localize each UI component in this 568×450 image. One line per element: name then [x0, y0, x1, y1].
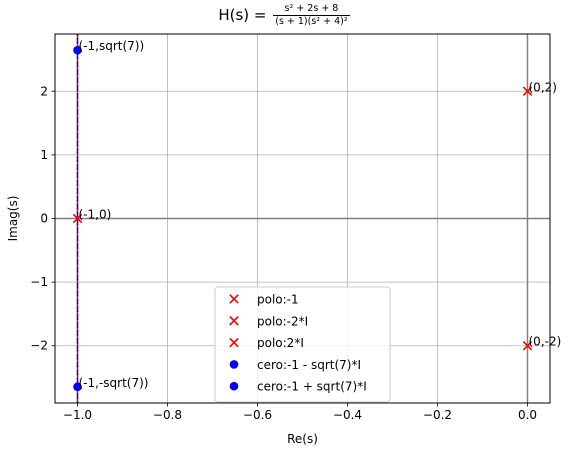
- legend-pole-symbol: [229, 316, 239, 326]
- y-tick-label: 1: [40, 148, 48, 162]
- title-fraction: s² + 2s + 8 (s + 1)(s² + 4)²: [273, 3, 350, 28]
- zero-marker: [73, 382, 82, 392]
- chart-title: H(s) = s² + 2s + 8 (s + 1)(s² + 4)²: [0, 3, 568, 28]
- legend-zero-symbol: [229, 360, 239, 369]
- legend-pole-symbol: [229, 337, 239, 348]
- x-tick-label: −0.2: [423, 408, 452, 422]
- legend-entry: polo:-2*I: [257, 314, 308, 328]
- legend-entry: polo:-1: [257, 293, 299, 307]
- point-label: (-1,sqrt(7)): [79, 39, 145, 53]
- legend: polo:-1 polo:-2*I polo:2*I cero:-1 - sqrt(7…: [214, 286, 391, 403]
- y-tick-label: 0: [40, 212, 48, 226]
- legend-zero-symbol: [229, 381, 239, 391]
- legend-entry: polo:2*I: [257, 336, 304, 350]
- x-axis-label: Re(s): [287, 432, 318, 446]
- point-label: (0,2): [529, 80, 557, 94]
- y-tick-label: −2: [30, 339, 48, 353]
- marks-layer: [72, 45, 533, 392]
- x-tick-label: 0.0: [518, 408, 537, 422]
- ticks-layer: −1.0 −0.8 −0.6 −0.4 −0.2 0.0 −2 −1 0 1 2: [30, 84, 537, 422]
- legend-entry: cero:-1 + sqrt(7)*I: [257, 380, 367, 394]
- point-label: (-1,0): [79, 208, 112, 222]
- y-tick-label: −1: [30, 275, 48, 289]
- x-tick-label: −1.0: [63, 408, 92, 422]
- x-tick-label: −0.4: [333, 408, 362, 422]
- x-tick-label: −0.6: [243, 408, 272, 422]
- legend-pole-symbol: [229, 294, 239, 304]
- title-numerator: s² + 2s + 8: [273, 3, 350, 16]
- y-tick-label: 2: [40, 84, 48, 98]
- zero-marker: [73, 45, 82, 55]
- title-denominator: (s + 1)(s² + 4)²: [275, 16, 348, 27]
- y-axis-label: Imag(s): [6, 196, 20, 242]
- pole-marker: [72, 213, 83, 224]
- point-label: (0,-2): [529, 335, 562, 349]
- title-prefix: H(s) =: [218, 6, 272, 24]
- legend-entry: cero:-1 - sqrt(7)*I: [257, 358, 361, 372]
- pole-marker: [522, 340, 533, 351]
- legend-box: [214, 286, 391, 403]
- pole-marker: [522, 86, 533, 97]
- point-label: (-1,-sqrt(7)): [79, 376, 149, 390]
- x-tick-label: −0.8: [153, 408, 182, 422]
